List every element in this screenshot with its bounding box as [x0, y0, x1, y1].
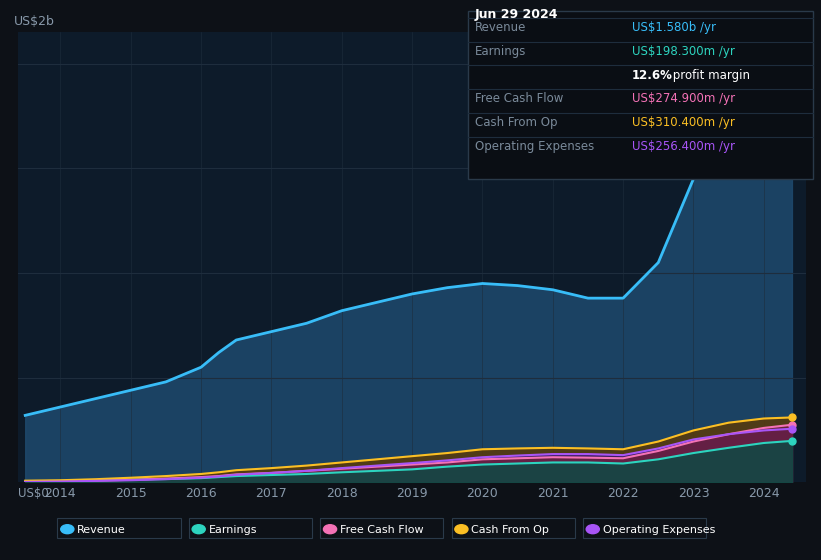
Text: US$274.900m /yr: US$274.900m /yr [632, 92, 736, 105]
Text: Revenue: Revenue [475, 21, 526, 34]
Text: US$310.400m /yr: US$310.400m /yr [632, 116, 735, 129]
Text: US$1.580b /yr: US$1.580b /yr [632, 21, 716, 34]
Text: US$2b: US$2b [14, 15, 55, 28]
Text: Free Cash Flow: Free Cash Flow [475, 92, 563, 105]
Text: Cash From Op: Cash From Op [475, 116, 557, 129]
Text: Cash From Op: Cash From Op [471, 525, 549, 535]
Text: Revenue: Revenue [77, 525, 126, 535]
Text: Free Cash Flow: Free Cash Flow [340, 525, 424, 535]
Text: Operating Expenses: Operating Expenses [475, 140, 594, 153]
Text: Earnings: Earnings [209, 525, 257, 535]
Text: 12.6%: 12.6% [632, 68, 673, 82]
Text: profit margin: profit margin [669, 68, 750, 82]
Text: Operating Expenses: Operating Expenses [603, 525, 715, 535]
Text: US$0: US$0 [18, 487, 49, 500]
Text: US$198.300m /yr: US$198.300m /yr [632, 45, 735, 58]
Text: Jun 29 2024: Jun 29 2024 [475, 8, 558, 21]
Text: US$256.400m /yr: US$256.400m /yr [632, 140, 735, 153]
Text: Earnings: Earnings [475, 45, 526, 58]
